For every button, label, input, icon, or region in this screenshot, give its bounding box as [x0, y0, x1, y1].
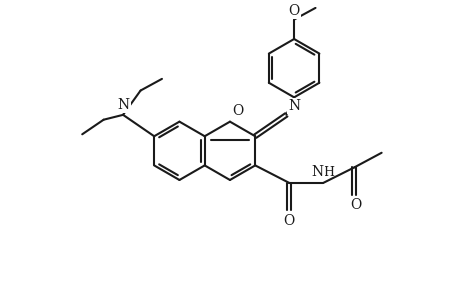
Text: O: O: [283, 214, 294, 228]
Text: O: O: [350, 199, 361, 212]
Text: N: N: [310, 165, 323, 179]
Text: H: H: [323, 166, 334, 179]
Text: N: N: [288, 99, 300, 113]
Text: O: O: [288, 4, 299, 18]
Text: N: N: [117, 98, 129, 112]
Text: O: O: [231, 104, 243, 118]
